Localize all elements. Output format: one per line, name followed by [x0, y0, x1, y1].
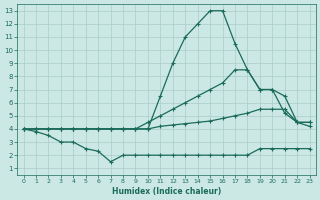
X-axis label: Humidex (Indice chaleur): Humidex (Indice chaleur) — [112, 187, 221, 196]
